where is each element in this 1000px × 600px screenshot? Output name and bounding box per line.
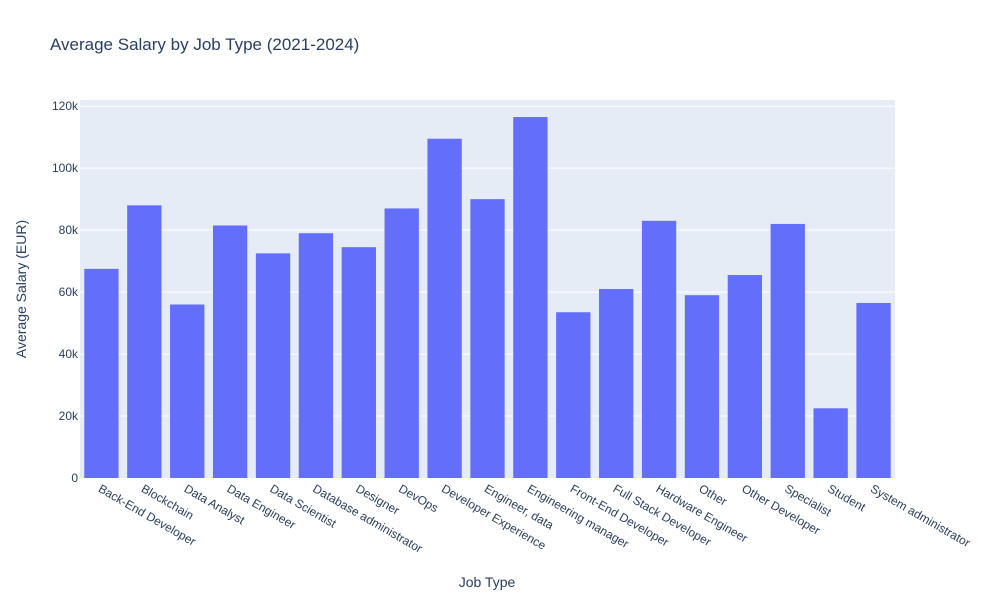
bar[interactable] [127, 205, 162, 478]
bar[interactable] [84, 268, 119, 478]
bar[interactable] [684, 295, 720, 478]
y-tick-label: 60k [59, 285, 79, 299]
bar[interactable] [513, 117, 548, 478]
bar[interactable] [212, 225, 248, 478]
y-tick-label: 0 [71, 471, 78, 485]
y-axis-ticks: 0 20k 40k 60k 80k 100k 120k [52, 99, 79, 485]
x-tick-label: System administrator [868, 481, 973, 549]
y-tick-label: 40k [59, 347, 79, 361]
bar[interactable] [770, 223, 805, 478]
y-tick-label: 120k [52, 99, 79, 113]
y-tick-label: 80k [59, 223, 79, 237]
x-axis-title: Job Type [459, 574, 516, 590]
bar[interactable] [856, 302, 891, 478]
bar[interactable] [599, 289, 634, 478]
bar[interactable] [298, 233, 334, 478]
bar[interactable] [384, 208, 419, 478]
chart-title: Average Salary by Job Type (2021-2024) [50, 35, 359, 54]
bar[interactable] [470, 199, 505, 479]
y-axis-title: Average Salary (EUR) [13, 220, 29, 358]
x-tick-label: DevOps [396, 481, 441, 515]
bar[interactable] [170, 304, 205, 478]
bar[interactable] [813, 408, 848, 478]
bar[interactable] [641, 220, 677, 478]
y-tick-label: 20k [59, 409, 79, 423]
bar[interactable] [255, 253, 291, 478]
bars [84, 117, 891, 479]
bar[interactable] [341, 247, 376, 478]
y-tick-label: 100k [52, 161, 79, 175]
bar[interactable] [556, 312, 591, 478]
bar[interactable] [727, 275, 763, 478]
bar[interactable] [427, 138, 462, 479]
